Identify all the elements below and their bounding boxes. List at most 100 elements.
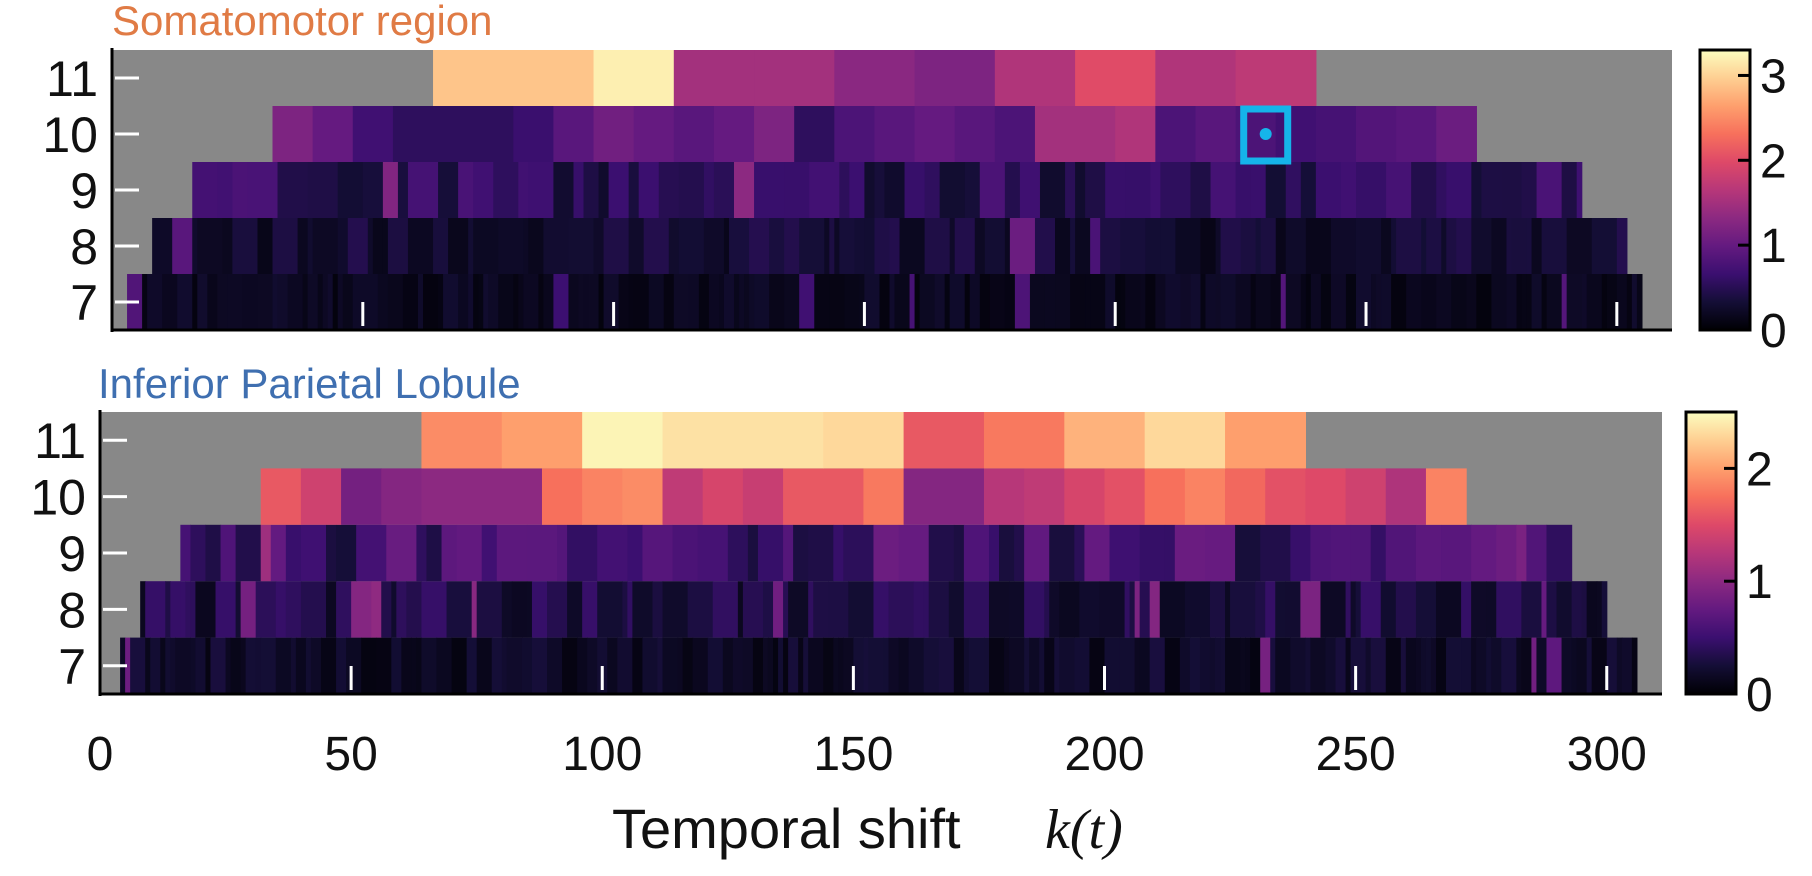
heatmap-cell — [607, 637, 618, 694]
heatmap-cell — [421, 637, 438, 694]
heatmap-cell — [1441, 218, 1447, 274]
heatmap-cell — [1189, 637, 1201, 694]
heatmap-cell — [498, 218, 524, 274]
heatmap-cell — [948, 581, 965, 638]
heatmap-cell — [1471, 162, 1482, 218]
heatmap-cell — [562, 637, 578, 694]
heatmap-cell — [633, 274, 650, 330]
heatmap-cell — [744, 274, 750, 330]
heatmap-cell — [1285, 218, 1307, 274]
heatmap-cell — [277, 162, 309, 218]
heatmap-cell — [197, 218, 223, 274]
heatmap-cell — [1250, 274, 1257, 330]
heatmap-cell — [1571, 581, 1583, 638]
heatmap-cell — [260, 468, 302, 525]
heatmap-cell — [1501, 162, 1523, 218]
heatmap-cell — [707, 637, 724, 694]
heatmap-cell — [501, 412, 583, 469]
heatmap-cell — [588, 274, 600, 330]
heatmap-cell — [737, 581, 744, 638]
heatmap-cell — [416, 524, 428, 582]
heatmap-cell — [347, 218, 369, 274]
heatmap-cell — [582, 581, 598, 638]
heatmap-cell — [762, 581, 774, 638]
heatmap-cell — [170, 581, 181, 638]
heatmap-cell — [979, 274, 991, 330]
heatmap-cell — [501, 637, 508, 694]
heatmap-cell — [377, 274, 389, 330]
heatmap-cell — [1200, 274, 1207, 330]
heatmap-cell — [1144, 468, 1186, 525]
heatmap-cell — [1105, 162, 1126, 218]
heatmap-cell — [628, 218, 645, 274]
heatmap-cell — [928, 524, 955, 582]
heatmap-cell — [1576, 162, 1583, 218]
heatmap-cell — [813, 581, 829, 638]
heatmap-cell — [1461, 581, 1472, 638]
heatmap-cell — [829, 274, 845, 330]
heatmap-cell — [1330, 218, 1357, 274]
heatmap-cell — [396, 581, 407, 638]
heatmap-cell — [767, 637, 774, 694]
heatmap-cell — [433, 218, 449, 274]
heatmap-cell — [1014, 274, 1031, 330]
heatmap-cell — [1521, 162, 1538, 218]
heatmap-cell — [1596, 581, 1603, 638]
heatmap-cell — [473, 162, 494, 218]
heatmap-cell — [197, 274, 208, 330]
heatmap-cell — [577, 637, 588, 694]
heatmap-cell — [1591, 637, 1608, 694]
heatmap-cell — [834, 50, 916, 106]
heatmap-cell — [1260, 218, 1277, 274]
heatmap-cell — [1004, 637, 1010, 694]
heatmap-cell — [1215, 637, 1221, 694]
heatmap-cell — [573, 162, 585, 218]
heatmap-cell — [567, 524, 598, 582]
heatmap-cell — [1190, 274, 1202, 330]
heatmap-cell — [277, 274, 289, 330]
heatmap-cell — [727, 524, 749, 582]
x-tick-label: 100 — [562, 728, 642, 781]
heatmap-cell — [814, 274, 830, 330]
heatmap-cell — [854, 218, 866, 274]
heatmap-cell — [553, 162, 575, 218]
heatmap-cell — [1531, 274, 1543, 330]
heatmap-cell — [140, 581, 146, 638]
heatmap-cell — [145, 637, 151, 694]
heatmap-cell — [1511, 218, 1528, 274]
heatmap-cell — [1425, 637, 1432, 694]
heatmap-cell — [1149, 637, 1166, 694]
heatmap-cell — [868, 637, 885, 694]
heatmap-cell — [1325, 637, 1337, 694]
heatmap-cell — [843, 524, 875, 582]
heatmap-cell — [994, 106, 1036, 162]
heatmap-cell — [1300, 581, 1322, 638]
heatmap-cell — [337, 274, 344, 330]
heatmap-cell — [923, 581, 930, 638]
colorbar — [1684, 410, 1738, 696]
heatmap-cell — [1536, 162, 1563, 218]
heatmap-cell — [622, 581, 628, 638]
heatmap-cell — [190, 581, 197, 638]
heatmap-cell — [1436, 106, 1477, 162]
heatmap-cell — [608, 162, 630, 218]
heatmap-cell — [603, 218, 630, 274]
heatmap-cell — [829, 218, 835, 274]
heatmap-cell — [677, 637, 684, 694]
heatmap-cell — [793, 524, 809, 582]
heatmap-cell — [543, 274, 555, 330]
heatmap-cell — [638, 162, 660, 218]
heatmap-cell — [1044, 274, 1056, 330]
heatmap-cell — [443, 274, 459, 330]
heatmap-cell — [1209, 637, 1216, 694]
colorbar — [1698, 48, 1752, 332]
heatmap-cell — [1139, 581, 1151, 638]
heatmap-cell — [1571, 637, 1578, 694]
heatmap-cell — [147, 274, 163, 330]
heatmap-cell — [844, 274, 860, 330]
heatmap-cell — [242, 274, 259, 330]
y-tick-label: 8 — [70, 219, 98, 275]
heatmap-cell — [742, 581, 764, 638]
heatmap-cell — [1144, 412, 1226, 469]
